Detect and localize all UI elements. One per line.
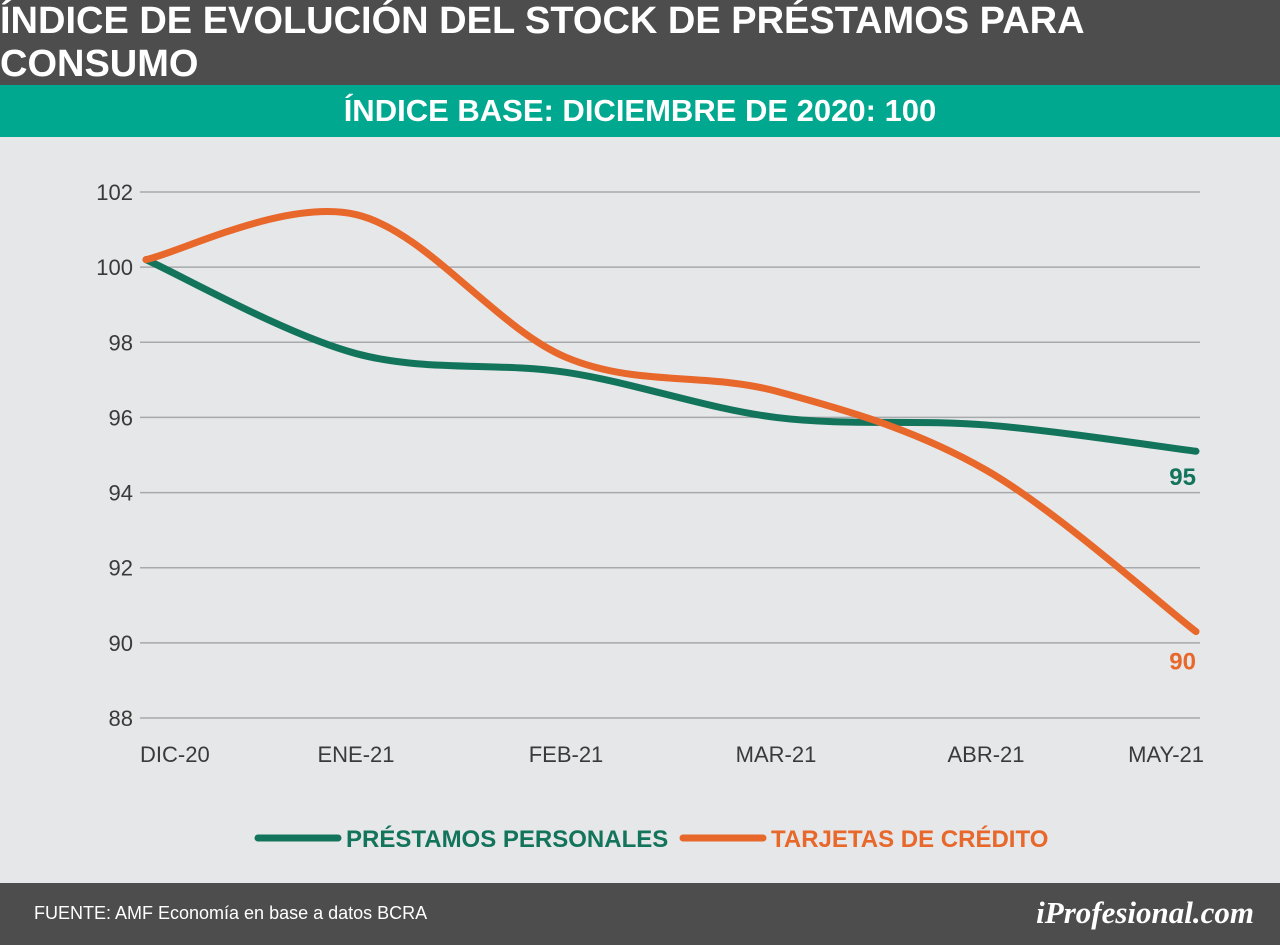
x-tick-label: DIC-20 [140, 742, 210, 767]
series-line-tarjetas-de-credito [142, 207, 1200, 636]
end-label-prestamos-personales: 95 [1169, 464, 1196, 491]
data-point [1196, 451, 1197, 452]
y-tick-label: 102 [96, 180, 133, 205]
x-tick-label: ENE-21 [317, 742, 394, 767]
data-point [356, 353, 357, 354]
y-tick-label: 96 [109, 405, 133, 430]
data-point [146, 259, 147, 260]
data-point [566, 357, 567, 358]
x-tick-label: ABR-21 [947, 742, 1024, 767]
legend-tarjetas-de-credito-label: TARJETAS DE CRÉDITO [771, 825, 1048, 853]
series-line-prestamos-personales [142, 256, 1200, 455]
footer: FUENTE: AMF Economía en base a datos BCR… [0, 883, 1280, 945]
y-tick-label: 100 [96, 255, 133, 280]
chart-subtitle: ÍNDICE BASE: DICIEMBRE DE 2020: 100 [0, 85, 1280, 137]
y-tick-label: 98 [109, 330, 133, 355]
data-point [776, 417, 777, 418]
x-tick-label: MAY-21 [1128, 742, 1204, 767]
x-tick-label: FEB-21 [529, 742, 604, 767]
source-note: FUENTE: AMF Economía en base a datos BCR… [34, 903, 428, 923]
data-point [986, 424, 987, 425]
y-tick-label: 88 [109, 706, 133, 731]
data-point [776, 391, 777, 392]
data-point [986, 470, 987, 471]
y-tick-label: 90 [109, 631, 133, 656]
end-label-tarjetas-de-credito: 90 [1169, 649, 1196, 676]
line-chart: 88 90 92 94 96 98 100 102 DIC-20 ENE-21 FEB-21 MAR-… [96, 180, 1204, 853]
brand-logo: iProfesional.com [1036, 895, 1254, 930]
data-point [1196, 631, 1197, 632]
y-tick-label: 92 [109, 556, 133, 581]
data-point [356, 214, 357, 215]
data-point [566, 372, 567, 373]
y-tick-label: 94 [109, 481, 133, 506]
legend-prestamos-personales-label: PRÉSTAMOS PERSONALES [346, 825, 668, 853]
chart-title: ÍNDICE DE EVOLUCIÓN DEL STOCK DE PRÉSTAM… [0, 0, 1280, 85]
x-tick-label: MAR-21 [736, 742, 817, 767]
